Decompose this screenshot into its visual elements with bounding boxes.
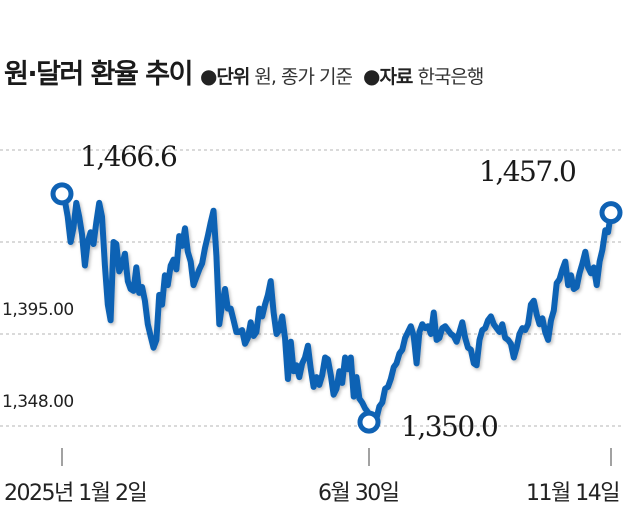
chart-header: 원·달러 환율 추이 ●단위 원, 종가 기준 ●자료 한국은행 <box>4 52 489 92</box>
source-value: 한국은행 <box>417 66 484 88</box>
x-tick-label-start: 2025년 1월 2일 <box>4 481 148 506</box>
highlight-marker <box>599 201 623 225</box>
unit-note: ●단위 원, 종가 기준 ●자료 한국은행 <box>200 62 489 89</box>
y-tick-label: 1,395.00 <box>2 300 74 320</box>
end-value-callout: 1,457.0 <box>479 155 577 188</box>
x-tick-label-end: 11월 14일 <box>526 481 620 506</box>
unit-label: 단위 <box>216 66 250 88</box>
x-tick-marks <box>61 448 612 466</box>
bullet-icon: ● <box>362 64 380 88</box>
exchange-rate-line <box>59 190 614 426</box>
x-tick-label-mid: 6월 30일 <box>318 481 400 506</box>
chart-title: 원·달러 환율 추이 <box>4 59 193 90</box>
source-label: 자료 <box>379 66 413 88</box>
highlight-marker <box>357 410 381 434</box>
min-value-callout: 1,350.0 <box>401 410 499 443</box>
bullet-icon: ● <box>199 64 217 88</box>
highlight-marker <box>50 182 74 206</box>
unit-value: 원, 종가 기준 <box>254 66 353 88</box>
start-value-callout: 1,466.6 <box>80 140 178 173</box>
point-markers <box>50 182 623 434</box>
y-tick-label: 1,348.00 <box>2 392 74 412</box>
